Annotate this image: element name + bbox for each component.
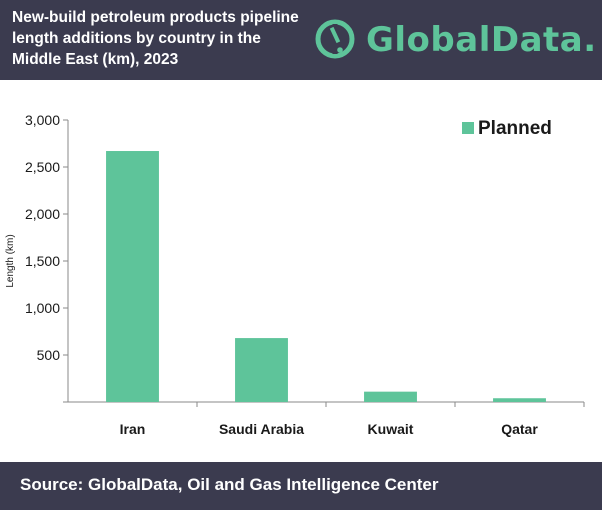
bar-chart: 500 1,000 1,500 2,000 2,500 3,000 Length (km) I…: [5, 112, 585, 437]
footer-banner: Source: GlobalData, Oil and Gas Intellig…: [0, 462, 602, 510]
bar: [364, 391, 417, 402]
bar: [493, 398, 546, 402]
chart-title: New-build petroleum products pipeline le…: [12, 7, 312, 70]
x-tick-label: Saudi Arabia: [219, 421, 304, 437]
y-tick-label: 2,500: [25, 159, 60, 175]
globaldata-logo: GlobalData.: [312, 12, 597, 68]
chart-title-line: length additions by country in the: [12, 30, 261, 47]
x-tick-label: Kuwait: [368, 421, 414, 437]
bar: [106, 151, 159, 402]
bar: [235, 338, 288, 402]
header-banner: New-build petroleum products pipeline le…: [0, 0, 602, 80]
chart-title-line: New-build petroleum products pipeline: [12, 9, 299, 26]
legend-label: Planned: [478, 118, 552, 139]
source-note: Source: GlobalData, Oil and Gas Intellig…: [20, 475, 439, 494]
y-tick-label: 1,500: [25, 253, 60, 269]
y-tick-label: 1,000: [25, 300, 60, 316]
globaldata-logo-text: GlobalData.: [366, 20, 597, 60]
x-tick-label: Qatar: [501, 421, 538, 437]
y-tick-label: 3,000: [25, 112, 60, 128]
chart-title-line: Middle East (km), 2023: [12, 51, 179, 68]
x-tick-label: Iran: [120, 421, 146, 437]
y-tick-label: 500: [37, 347, 61, 363]
y-axis-title: Length (km): [5, 234, 16, 287]
y-tick-label: 2,000: [25, 206, 60, 222]
globaldata-logo-icon: [315, 19, 355, 59]
legend-swatch: [462, 122, 474, 134]
